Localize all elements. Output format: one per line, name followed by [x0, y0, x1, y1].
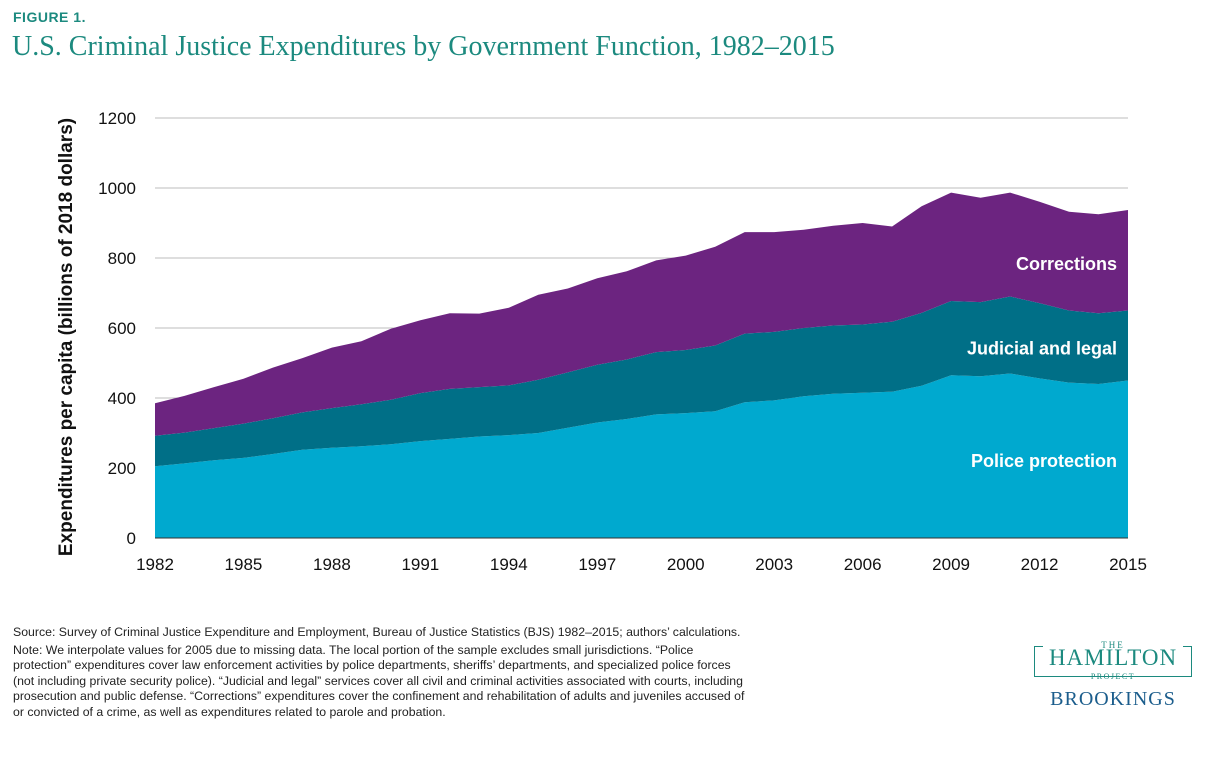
area-corrections: [155, 192, 1128, 436]
x-tick-label: 1982: [136, 555, 174, 574]
x-tick-label: 2012: [1021, 555, 1059, 574]
methodology-note: Note: We interpolate values for 2005 due…: [13, 642, 745, 719]
x-tick-label: 2003: [755, 555, 793, 574]
series-label-police-protection: Police protection: [971, 451, 1117, 471]
logo-frame-right: [1183, 646, 1192, 677]
logo-project: PROJECT: [1090, 672, 1136, 681]
series-labels: Police protection Judicial and legal Corre…: [967, 254, 1117, 471]
x-tick-label: 1997: [578, 555, 616, 574]
y-tick-label: 1200: [98, 109, 136, 128]
x-tick-label: 1991: [401, 555, 439, 574]
brookings-logo: BROOKINGS: [1050, 688, 1176, 710]
logo-hamilton: HAMILTON: [1048, 645, 1178, 670]
x-tick-label: 2000: [667, 555, 705, 574]
y-axis-label: Expenditures per capita (billions of 201…: [56, 118, 77, 556]
series-label-judicial-and-legal: Judicial and legal: [967, 339, 1117, 359]
logo-frame-bottom: [1034, 676, 1192, 677]
area-police-protection: [155, 373, 1128, 538]
y-tick-label: 0: [127, 529, 136, 548]
logo-the: THE: [1101, 640, 1125, 650]
x-tick-label: 2006: [844, 555, 882, 574]
chart-title: U.S. Criminal Justice Expenditures by Go…: [12, 31, 835, 62]
x-tick-label: 2009: [932, 555, 970, 574]
series-label-corrections: Corrections: [1016, 254, 1117, 274]
stacked-areas: [155, 192, 1128, 538]
x-tick-label: 1985: [225, 555, 263, 574]
source-note: Source: Survey of Criminal Justice Expen…: [13, 625, 741, 639]
chart: 0 200 400 600 800 1000 1200 1982 1985 1988 1991 199…: [56, 109, 1147, 574]
y-tick-label: 1000: [98, 179, 136, 198]
y-tick-label: 800: [108, 249, 136, 268]
figure-label: FIGURE 1.: [13, 9, 86, 25]
x-tick-label: 2015: [1109, 555, 1147, 574]
y-tick-label: 200: [108, 459, 136, 478]
y-tick-label: 600: [108, 319, 136, 338]
y-tick-label: 400: [108, 389, 136, 408]
axes: 0 200 400 600 800 1000 1200 1982 1985 1988 1991 199…: [98, 109, 1147, 574]
logo-frame-left: [1034, 646, 1043, 677]
x-tick-label: 1988: [313, 555, 351, 574]
hamilton-project-logo: THE HAMILTON PROJECT: [1028, 640, 1198, 720]
area-judicial-and-legal: [155, 296, 1128, 467]
x-tick-label: 1994: [490, 555, 528, 574]
notes: Source: Survey of Criminal Justice Expen…: [13, 625, 753, 722]
